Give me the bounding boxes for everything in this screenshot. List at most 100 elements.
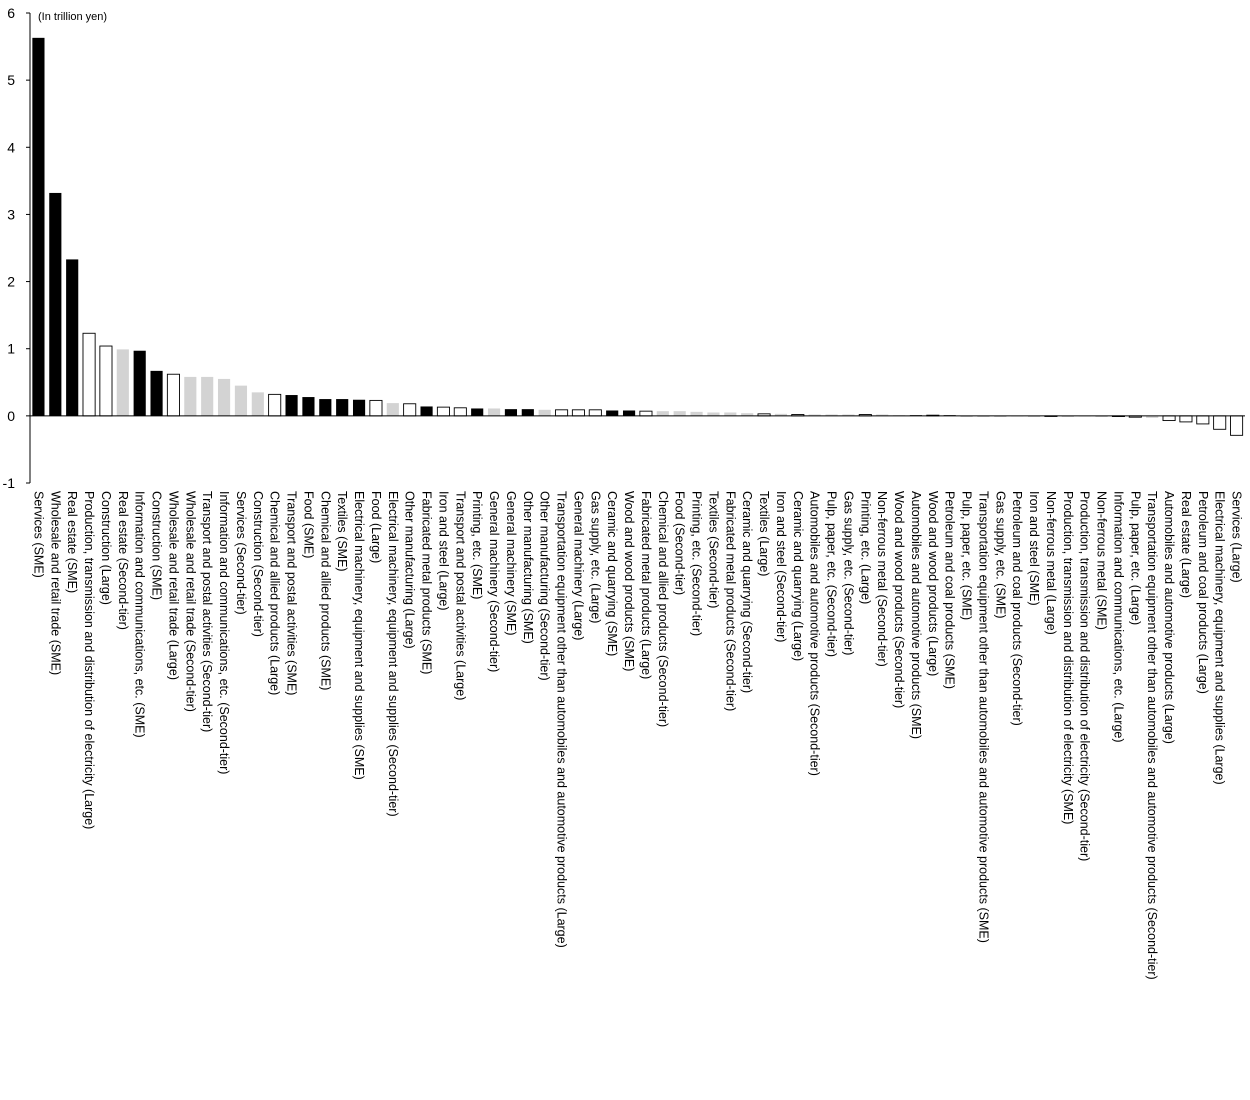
y-tick-label: 0 <box>7 408 15 424</box>
category-label: Automobiles and automotive products (Lar… <box>1162 491 1176 744</box>
bar <box>184 376 197 416</box>
category-label: Fabricated metal products (SME) <box>420 491 434 674</box>
category-label: Construction (Large) <box>99 491 113 605</box>
category-label: Services (Large) <box>1230 491 1244 583</box>
category-label: Ceramic and quarrying (Second-tier) <box>740 491 754 693</box>
category-label: General machinery (Second-tier) <box>487 491 501 672</box>
bar <box>842 414 855 416</box>
bar <box>588 409 602 417</box>
bar <box>571 409 585 417</box>
bar <box>606 410 619 416</box>
category-label: Iron and steel (Second-tier) <box>774 491 788 642</box>
bar <box>150 370 163 416</box>
category-label: Other manufacturing (Large) <box>403 491 417 649</box>
category-label: Transportation equipment other than auto… <box>976 491 990 943</box>
category-label: Petroleum and coal products (SME) <box>943 491 957 689</box>
category-label: Automobiles and automotive products (SME… <box>909 491 923 739</box>
bar <box>217 378 231 416</box>
category-label: Information and communications, etc. (Se… <box>217 491 231 774</box>
category-label: Gas supply, etc. (Large) <box>588 491 602 623</box>
bar <box>555 409 569 417</box>
bar <box>453 407 467 417</box>
bar <box>825 414 838 416</box>
category-label: Textiles (Second-tier) <box>706 491 720 608</box>
category-label: Pulp, paper, etc. (SME) <box>960 491 974 620</box>
category-label: Transport and postal activities (Large) <box>453 491 467 700</box>
category-label: Fabricated metal products (Second-tier) <box>723 491 737 711</box>
category-label: Transportation equipment other than auto… <box>555 491 569 948</box>
bar <box>302 397 315 416</box>
y-tick-label: 6 <box>7 5 15 21</box>
category-label: Production, transmission and distributio… <box>1078 491 1092 861</box>
bar <box>741 413 754 416</box>
category-label: Food (SME) <box>301 491 315 558</box>
category-label: Services (Second-tier) <box>234 491 248 615</box>
category-label: Fabricated metal products (Large) <box>639 491 653 679</box>
category-label: Food (Second-tier) <box>673 491 687 595</box>
bar <box>336 399 349 416</box>
bar <box>521 409 534 416</box>
bar <box>690 411 703 416</box>
unit-label: (In trillion yen) <box>38 11 107 23</box>
category-label: Other manufacturing (Second-tier) <box>538 491 552 681</box>
category-label: Chemical and allied products (SME) <box>318 491 332 690</box>
bar <box>1146 415 1159 418</box>
bar <box>808 414 821 416</box>
category-label: Gas supply, etc. (SME) <box>993 491 1007 619</box>
category-label: Textiles (Large) <box>757 491 771 576</box>
bar <box>1213 415 1227 430</box>
bar <box>234 385 248 416</box>
bar <box>386 403 399 416</box>
bar <box>99 345 113 417</box>
bar <box>66 259 79 416</box>
bar <box>639 410 653 417</box>
category-label: Non-ferrous metal (Second-tier) <box>875 491 889 667</box>
category-label: Production, transmission and distributio… <box>1061 491 1075 824</box>
bar <box>403 403 417 417</box>
category-label: Electrical machinery, equipment and supp… <box>386 491 400 817</box>
category-label: Real estate (SME) <box>65 491 79 593</box>
bar <box>133 350 146 416</box>
category-labels: Services (SME) Wholesale and retail trade… <box>31 491 1243 980</box>
bar <box>1230 415 1244 436</box>
bar <box>656 411 669 416</box>
category-label: Printing, etc. (SME) <box>470 491 484 599</box>
category-label: Wholesale and retail trade (SME) <box>48 491 62 675</box>
bar <box>436 406 450 417</box>
category-label: Transport and postal activities (SME) <box>285 491 299 695</box>
category-label: Iron and steel (SME) <box>1027 491 1041 606</box>
y-tick-label: 5 <box>7 72 15 88</box>
bar <box>774 413 788 416</box>
category-label: Wood and wood products (Second-tier) <box>892 491 906 708</box>
bar <box>471 408 484 416</box>
category-label: Gas supply, etc. (Second-tier) <box>841 491 855 655</box>
category-label: General machinery (Large) <box>571 491 585 640</box>
y-tick-label: 2 <box>7 274 15 290</box>
y-axis: 6 5 4 3 2 1 0 -1 <box>3 5 31 491</box>
category-label: General machinery (SME) <box>504 491 518 636</box>
bar <box>876 414 889 416</box>
category-label: Ceramic and quarrying (Large) <box>791 491 805 661</box>
category-label: Chemical and allied products (Large) <box>268 491 282 695</box>
bar <box>32 37 45 416</box>
bar <box>319 399 332 416</box>
category-label: Pulp, paper, etc. (Second-tier) <box>825 491 839 657</box>
bar <box>285 395 298 416</box>
bars-group <box>32 37 1244 436</box>
category-label: Food (Large) <box>369 491 383 563</box>
category-label: Wholesale and retail trade (Second-tier) <box>183 491 197 712</box>
category-label: Ceramic and quarrying (SME) <box>605 491 619 656</box>
category-label: Petroleum and coal products (Second-tier… <box>1010 491 1024 726</box>
category-label: Iron and steel (Large) <box>436 491 450 611</box>
category-label: Automobiles and automotive products (Sec… <box>808 491 822 776</box>
bar <box>724 412 737 416</box>
category-label: Wholesale and retail trade (Large) <box>166 491 180 680</box>
bar <box>673 411 686 416</box>
bar <box>166 373 180 417</box>
category-label: Services (SME) <box>31 491 45 578</box>
bar <box>82 332 96 417</box>
bar <box>251 392 264 416</box>
category-label: Printing, etc. (Large) <box>858 491 872 604</box>
bar <box>201 376 214 416</box>
